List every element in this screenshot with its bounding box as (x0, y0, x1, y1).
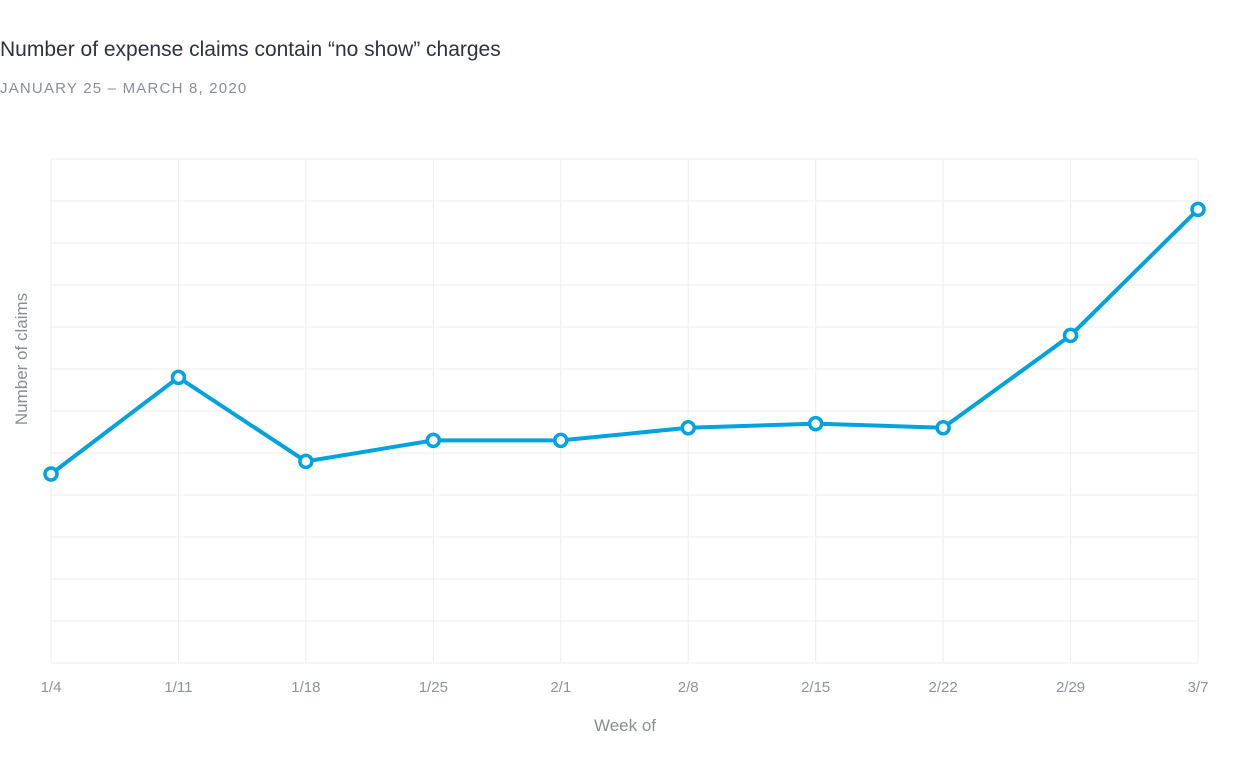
grid-lines (50, 158, 1199, 664)
chart-subtitle: JANUARY 25 – MARCH 8, 2020 (0, 80, 248, 97)
x-tick-label: 2/1 (550, 679, 571, 696)
data-point[interactable] (43, 466, 59, 482)
data-point[interactable] (298, 453, 314, 470)
x-tick-label: 1/25 (419, 679, 448, 696)
data-point[interactable] (680, 420, 696, 436)
data-point[interactable] (170, 369, 187, 386)
x-tick-labels: 1/4 1/11 1/18 1/25 2/1 2/8 2/15 2/22 2/29 3/7 (41, 679, 1209, 696)
x-tick-label: 3/7 (1188, 679, 1209, 696)
data-point[interactable] (1190, 201, 1206, 218)
x-tick-label: 1/18 (291, 679, 320, 696)
series-line (49, 207, 1200, 476)
data-point[interactable] (807, 415, 824, 432)
x-tick-label: 1/11 (164, 679, 192, 696)
x-tick-label: 1/4 (41, 679, 62, 696)
y-axis-label: Number of claims (12, 293, 31, 425)
chart-title: Number of expense claims contain “no sho… (0, 38, 501, 61)
x-tick-label: 2/8 (678, 679, 699, 696)
x-tick-label: 2/22 (929, 679, 958, 696)
x-tick-label: 2/29 (1056, 679, 1085, 696)
data-point[interactable] (1062, 327, 1079, 344)
series-layer (43, 201, 1206, 482)
x-axis-label: Week of (594, 716, 656, 735)
x-tick-label: 2/15 (801, 679, 830, 696)
data-point[interactable] (553, 432, 569, 449)
data-point[interactable] (425, 432, 442, 449)
data-point[interactable] (935, 420, 951, 436)
